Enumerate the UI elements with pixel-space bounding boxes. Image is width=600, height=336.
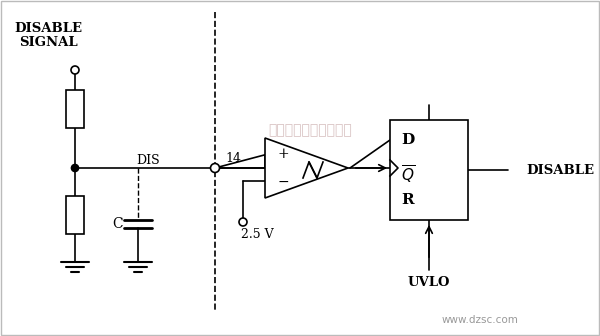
Text: SIGNAL: SIGNAL	[19, 36, 77, 48]
Text: 2.5 V: 2.5 V	[241, 227, 274, 241]
Circle shape	[71, 165, 79, 171]
Text: +: +	[277, 147, 289, 161]
Text: 杭州将睿科技有限公司: 杭州将睿科技有限公司	[268, 123, 352, 137]
Text: DISABLE: DISABLE	[14, 22, 82, 35]
Text: $\overline{Q}$: $\overline{Q}$	[401, 164, 415, 186]
Text: www.dzsc.com: www.dzsc.com	[442, 315, 518, 325]
Bar	[390, 120, 468, 220]
Text: UVLO: UVLO	[408, 276, 450, 289]
Text: R: R	[401, 193, 415, 207]
Circle shape	[211, 164, 220, 172]
Polygon shape	[265, 138, 348, 198]
Bar	[66, 90, 84, 128]
Text: C: C	[113, 217, 124, 231]
Text: D: D	[401, 133, 415, 147]
Bar	[66, 196, 84, 234]
Circle shape	[239, 218, 247, 226]
Text: DISABLE: DISABLE	[526, 164, 594, 176]
Circle shape	[71, 66, 79, 74]
Text: DIS: DIS	[136, 154, 160, 167]
Text: −: −	[277, 175, 289, 189]
Text: 14: 14	[225, 152, 241, 165]
